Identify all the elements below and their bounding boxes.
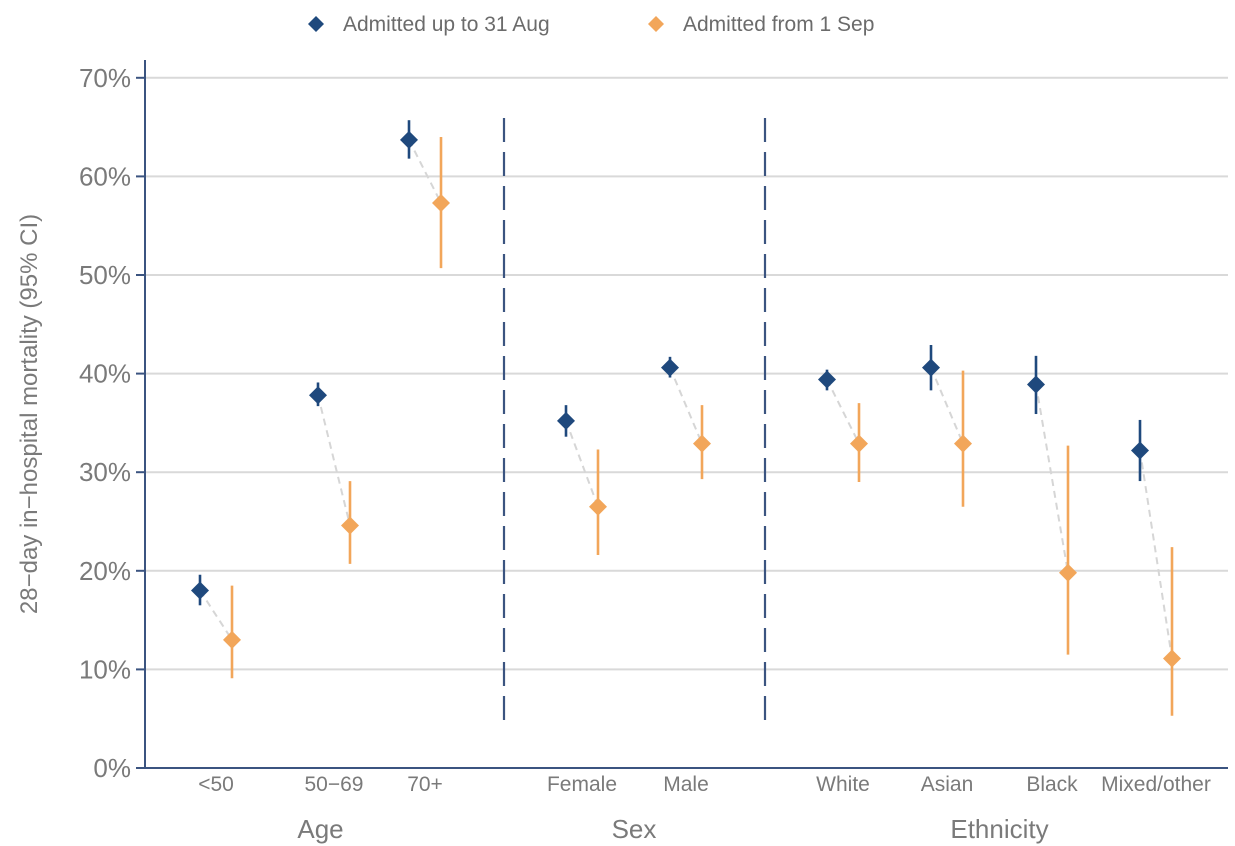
y-axis-label: 28−day in−hospital mortality (95% CI) — [16, 214, 43, 614]
y-tick-label: 70% — [79, 63, 131, 93]
connector-line — [565, 420, 599, 508]
x-tick-label: Female — [547, 773, 617, 796]
data-point — [693, 434, 711, 453]
connector-line — [199, 589, 233, 641]
x-tick-label: Asian — [921, 773, 974, 796]
data-point — [309, 386, 327, 405]
connector-layer — [199, 139, 1173, 659]
data-point — [400, 130, 418, 149]
data-point — [191, 581, 209, 600]
data-point — [341, 516, 359, 535]
connector-line — [1035, 384, 1069, 573]
connector-line — [408, 139, 442, 204]
data-point — [922, 358, 940, 377]
legend-label-series-1: Admitted up to 31 Aug — [343, 13, 550, 36]
group-label-sex: Sex — [612, 814, 657, 844]
data-point — [661, 358, 679, 377]
data-point — [1163, 649, 1181, 668]
x-tick-label: 50−69 — [305, 773, 364, 796]
data-point — [557, 411, 575, 430]
y-tick-label: 60% — [79, 161, 131, 191]
y-tick-label: 20% — [79, 556, 131, 586]
data-point — [589, 497, 607, 516]
legend: Admitted up to 31 Aug Admitted from 1 Se… — [308, 13, 874, 36]
y-tick-label: 40% — [79, 359, 131, 389]
x-tick-label: <50 — [198, 773, 234, 796]
legend-label-series-2: Admitted from 1 Sep — [683, 13, 874, 36]
marks-layer — [191, 120, 1181, 716]
x-tick-label: White — [816, 773, 870, 796]
data-point — [1027, 375, 1045, 394]
x-tick-label: Black — [1026, 773, 1078, 796]
connector-line — [317, 395, 351, 526]
data-point — [1131, 441, 1149, 460]
data-point — [850, 434, 868, 453]
connector-line — [669, 367, 703, 444]
separator-layer — [502, 118, 767, 728]
group-label-age: Age — [297, 814, 343, 844]
legend-marker-series-2 — [648, 16, 664, 32]
x-tick-label: Mixed/other — [1101, 773, 1211, 796]
y-tick-label: 30% — [79, 457, 131, 487]
data-point — [954, 434, 972, 453]
group-label-ethnicity: Ethnicity — [950, 814, 1048, 844]
data-point — [1059, 563, 1077, 582]
data-point — [223, 630, 241, 649]
connector-line — [1139, 450, 1173, 659]
data-point — [818, 370, 836, 389]
grid-layer — [145, 76, 1228, 671]
x-tick-label: 70+ — [407, 773, 443, 796]
x-tick-label: Male — [663, 773, 709, 796]
x-tick-labels: <50 50−69 70+ Female Male White Asian Black Mixe… — [198, 773, 1211, 796]
data-point — [432, 194, 450, 213]
y-tick-label: 50% — [79, 260, 131, 290]
y-tick-label: 10% — [79, 654, 131, 684]
y-tick-label: 0% — [93, 753, 131, 783]
connector-line — [826, 379, 860, 445]
legend-marker-series-1 — [308, 16, 324, 32]
connector-line — [930, 367, 964, 444]
axis-layer: 0% 10% 20% 30% 40% 50% 60% 70% — [79, 60, 1228, 783]
